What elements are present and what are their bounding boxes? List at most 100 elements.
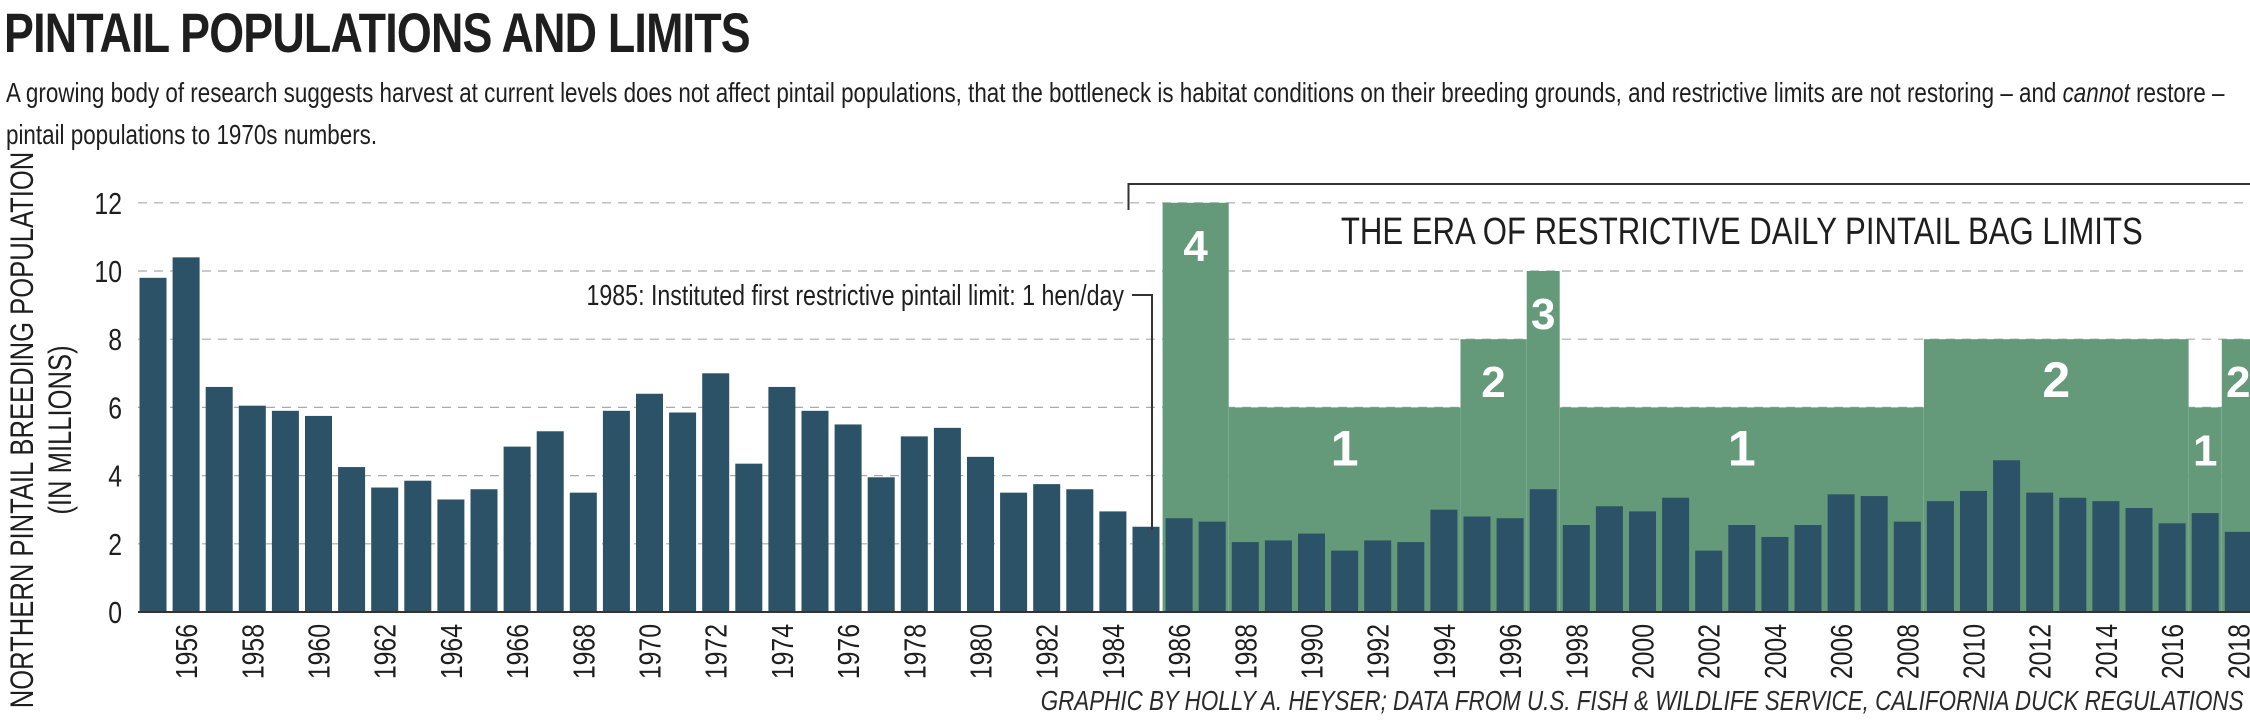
subtitle-part-b: restore – pintail populations to 1970s n… xyxy=(6,77,2225,150)
bar-2015 xyxy=(2125,507,2153,612)
bar-1995 xyxy=(1463,516,1491,612)
bar-2018 xyxy=(2224,531,2250,612)
x-tick-2010: 2010 xyxy=(1957,624,1991,679)
x-tick-1970: 1970 xyxy=(633,624,667,679)
limit-label-1995: 2 xyxy=(1481,358,1505,407)
bar-1963 xyxy=(404,480,432,612)
bar-1959 xyxy=(271,410,299,612)
x-tick-2008: 2008 xyxy=(1891,624,1925,679)
bar-1967 xyxy=(536,431,564,612)
limit-label-2009: 2 xyxy=(2042,352,2070,408)
bar-1968 xyxy=(569,492,597,612)
limit-label-1998: 1 xyxy=(1728,420,1756,476)
bar-2002 xyxy=(1695,550,1723,612)
bar-1998 xyxy=(1562,525,1590,612)
limit-label-1997: 3 xyxy=(1531,290,1555,339)
bar-2017 xyxy=(2191,513,2219,612)
bar-1993 xyxy=(1397,542,1425,612)
x-tick-1994: 1994 xyxy=(1427,624,1461,679)
bar-1962 xyxy=(371,487,399,612)
bar-1994 xyxy=(1430,509,1458,612)
bar-2012 xyxy=(2026,492,2054,612)
bar-2011 xyxy=(1993,460,2021,612)
bar-1973 xyxy=(735,463,763,612)
bar-1969 xyxy=(602,410,630,612)
x-tick-1992: 1992 xyxy=(1361,624,1395,679)
first-limit-annotation: 1985: Instituted first restrictive pinta… xyxy=(587,278,1125,311)
graphic-credit: GRAPHIC BY HOLLY A. HEYSER; DATA FROM U.… xyxy=(1041,685,2244,716)
x-tick-1996: 1996 xyxy=(1493,624,1527,679)
bar-1966 xyxy=(503,446,531,612)
x-tick-1986: 1986 xyxy=(1162,624,1196,679)
x-tick-1980: 1980 xyxy=(964,624,998,679)
x-tick-1982: 1982 xyxy=(1030,624,1064,679)
bar-1957 xyxy=(205,386,233,612)
bar-1992 xyxy=(1364,540,1392,612)
bar-1984 xyxy=(1099,511,1127,612)
x-tick-1960: 1960 xyxy=(302,624,336,679)
bar-2006 xyxy=(1827,494,1855,612)
bar-2000 xyxy=(1629,511,1656,612)
x-tick-2012: 2012 xyxy=(2023,624,2057,679)
x-tick-1962: 1962 xyxy=(368,624,402,679)
bar-1955 xyxy=(139,277,167,612)
bar-1971 xyxy=(669,412,697,612)
bar-1996 xyxy=(1496,518,1524,612)
bar-2005 xyxy=(1794,525,1822,612)
x-tick-1990: 1990 xyxy=(1295,624,1329,679)
bar-1978 xyxy=(900,436,928,612)
era-bracket xyxy=(1127,183,2250,210)
x-tick-2000: 2000 xyxy=(1626,624,1660,679)
bar-1982 xyxy=(1033,484,1061,612)
bar-2010 xyxy=(1960,490,1987,612)
limit-label-1988: 1 xyxy=(1331,420,1359,476)
bar-1991 xyxy=(1331,550,1359,612)
bar-2007 xyxy=(1860,496,1888,612)
x-tick-1984: 1984 xyxy=(1096,624,1130,679)
y-tick-2: 2 xyxy=(108,527,122,561)
y-tick-4: 4 xyxy=(108,459,122,493)
bar-1983 xyxy=(1066,489,1094,612)
first-limit-leader xyxy=(1132,294,1153,530)
x-tick-1958: 1958 xyxy=(236,624,270,679)
x-tick-2014: 2014 xyxy=(2089,624,2123,679)
bar-1964 xyxy=(437,499,465,612)
subtitle-emphasis: cannot xyxy=(2062,77,2130,108)
bar-1958 xyxy=(238,405,266,612)
bar-2008 xyxy=(1893,521,1921,612)
bar-1970 xyxy=(636,393,663,612)
bar-1960 xyxy=(305,415,332,612)
x-tick-1974: 1974 xyxy=(765,624,799,679)
bar-1956 xyxy=(172,257,200,612)
bar-1977 xyxy=(867,477,895,612)
x-tick-1998: 1998 xyxy=(1560,624,1594,679)
x-tick-2004: 2004 xyxy=(1758,624,1792,679)
chart-subtitle: A growing body of research suggests harv… xyxy=(6,72,2230,156)
x-tick-1978: 1978 xyxy=(898,624,932,679)
x-tick-2006: 2006 xyxy=(1824,624,1858,679)
y-axis-label: NORTHERN PINTAIL BREEDING POPULATION xyxy=(5,152,40,708)
bar-1989 xyxy=(1264,540,1292,612)
x-tick-1976: 1976 xyxy=(831,624,865,679)
x-tick-2018: 2018 xyxy=(2222,624,2250,679)
bar-2004 xyxy=(1761,536,1789,612)
y-axis-label-units: (IN MILLIONS) xyxy=(43,345,78,514)
annotations: THE ERA OF RESTRICTIVE DAILY PINTAIL BAG… xyxy=(587,183,2250,530)
bar-1999 xyxy=(1595,506,1623,612)
x-tick-1964: 1964 xyxy=(434,624,468,679)
bar-1976 xyxy=(834,424,862,612)
x-tick-1956: 1956 xyxy=(169,624,203,679)
x-tick-1968: 1968 xyxy=(567,624,601,679)
bar-1997 xyxy=(1529,489,1557,612)
bar-2016 xyxy=(2158,523,2186,612)
bar-1985 xyxy=(1132,526,1160,612)
x-tick-1966: 1966 xyxy=(500,624,534,679)
bar-2014 xyxy=(2092,501,2120,612)
x-tick-2016: 2016 xyxy=(2155,624,2189,679)
y-tick-6: 6 xyxy=(108,391,122,425)
bar-2013 xyxy=(2059,497,2087,612)
limit-label-1986: 4 xyxy=(1183,222,1208,271)
chart-title: PINTAIL POPULATIONS AND LIMITS xyxy=(4,1,751,64)
